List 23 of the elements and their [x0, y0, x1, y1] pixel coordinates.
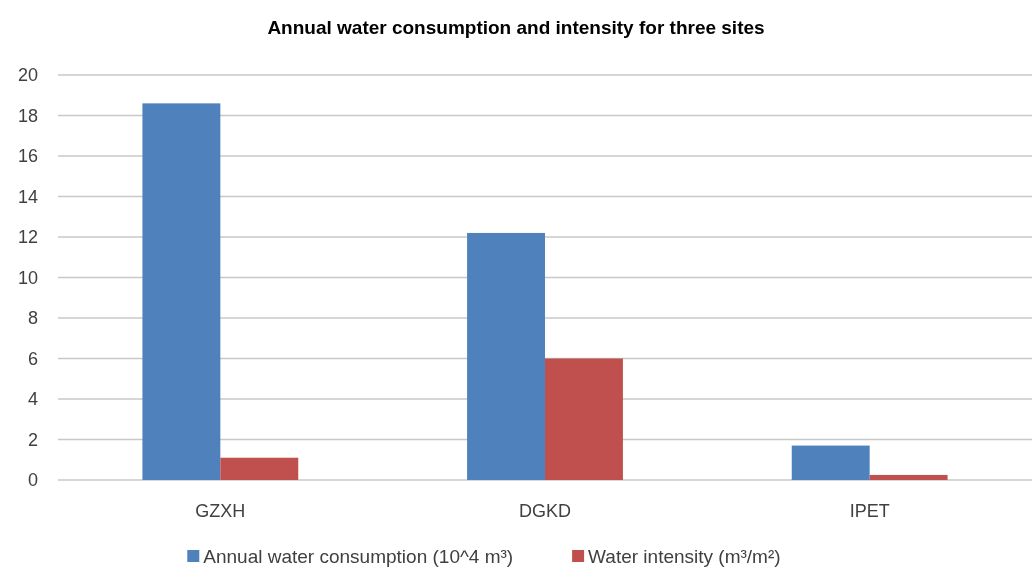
x-tick-label: DGKD — [518, 501, 572, 521]
bar — [220, 457, 299, 480]
y-tick-label: 20 — [17, 65, 38, 86]
y-tick-label: 16 — [17, 146, 38, 167]
bar — [791, 445, 870, 480]
y-tick-label: 10 — [17, 267, 38, 288]
y-tick-label: 12 — [17, 227, 38, 248]
bar — [545, 358, 623, 480]
y-tick-label: 8 — [27, 308, 38, 329]
y-tick-label: 14 — [17, 186, 38, 207]
x-tick-label: GZXH — [195, 501, 246, 521]
y-tick-label: 0 — [27, 470, 38, 491]
bar — [467, 232, 545, 480]
bar — [142, 103, 221, 480]
bar — [869, 474, 948, 480]
y-tick-label: 6 — [27, 348, 38, 369]
legend-label: Annual water consumption (10^4 m³) — [203, 546, 514, 567]
legend-label: Water intensity (m³/m²) — [588, 546, 781, 567]
y-tick-label: 4 — [27, 389, 38, 410]
y-tick-label: 18 — [17, 105, 38, 126]
x-tick-label: IPET — [849, 501, 890, 521]
y-tick-label: 2 — [27, 429, 38, 450]
chart-title: Annual water consumption and intensity for three sites — [267, 17, 765, 38]
